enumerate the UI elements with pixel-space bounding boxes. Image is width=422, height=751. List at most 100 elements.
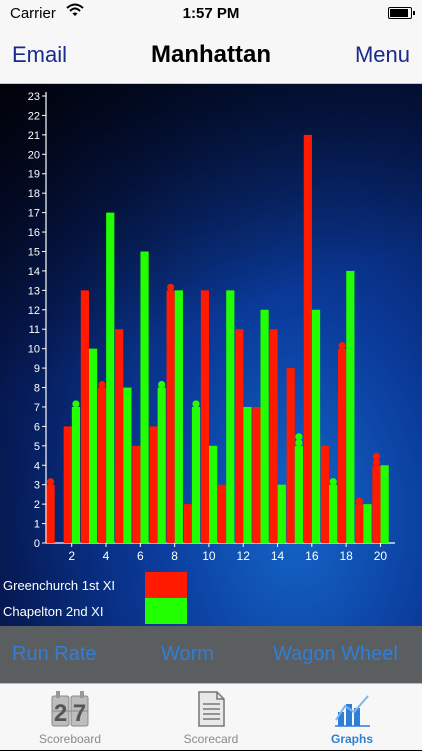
y-tick-label: 8 xyxy=(34,383,40,395)
bar-chapelton xyxy=(191,406,201,543)
tab-scoreboard[interactable]: 2 7 Scoreboard xyxy=(0,684,140,751)
scoreboard-digit-units: 7 xyxy=(73,700,86,727)
navigation-bar: Email Manhattan Menu xyxy=(0,28,422,84)
bar-greenchurch xyxy=(252,406,261,543)
run-rate-button[interactable]: Run Rate xyxy=(12,643,97,665)
bar-chapelton xyxy=(329,484,338,543)
y-tick-label: 10 xyxy=(28,344,40,356)
y-tick-label: 7 xyxy=(34,402,40,414)
y-tick-label: 14 xyxy=(28,266,40,278)
bar-chapelton xyxy=(71,406,81,543)
bar-greenchurch xyxy=(97,387,107,543)
page-title: Manhattan xyxy=(151,41,271,68)
y-tick-label: 21 xyxy=(28,130,40,142)
wicket-marker xyxy=(192,400,200,408)
bar-greenchurch xyxy=(320,445,330,543)
y-tick-label: 11 xyxy=(29,324,40,336)
x-tick-label: 2 xyxy=(68,549,75,563)
bar-greenchurch xyxy=(166,290,175,543)
tab-graphs[interactable]: Graphs xyxy=(282,684,422,751)
tab-scoreboard-label: Scoreboard xyxy=(38,732,102,746)
bar-chapelton xyxy=(106,212,115,543)
bar-greenchurch xyxy=(200,290,210,543)
y-tick-label: 17 xyxy=(28,208,40,220)
y-tick-label: 12 xyxy=(28,305,40,317)
worm-button[interactable]: Worm xyxy=(161,643,214,665)
bar-chapelton xyxy=(346,270,355,543)
wagon-wheel-button[interactable]: Wagon Wheel xyxy=(273,643,398,665)
x-tick-label: 6 xyxy=(137,549,144,563)
bar-chapelton xyxy=(209,445,218,543)
y-tick-label: 15 xyxy=(28,246,40,258)
x-tick-label: 8 xyxy=(171,549,178,563)
bar-greenchurch xyxy=(149,426,158,543)
bar-chapelton xyxy=(363,504,372,543)
tab-bar: 2 7 Scoreboard Scorecard xyxy=(0,683,422,750)
bar-chapelton xyxy=(123,387,132,543)
bar-chapelton xyxy=(243,406,252,543)
wicket-marker xyxy=(98,380,106,389)
manhattan-chart: 0 1 2 3 4 5 6 7 8 9 10 11 12 13 14 15 16 17 18 19 20 21 22 23 2 4… xyxy=(0,84,422,626)
wifi-icon xyxy=(66,3,84,21)
tab-scorecard-label: Scorecard xyxy=(183,732,239,746)
bar-greenchurch xyxy=(338,348,347,543)
bar-greenchurch xyxy=(80,290,89,543)
wicket-marker xyxy=(372,458,381,466)
bar-chapelton xyxy=(89,348,98,543)
wicket-marker xyxy=(158,380,166,389)
bar-greenchurch xyxy=(132,445,141,543)
bar-greenchurch xyxy=(183,504,192,543)
bar-greenchurch xyxy=(218,484,227,543)
y-tick-label: 13 xyxy=(28,285,40,297)
menu-button[interactable]: Menu xyxy=(354,42,410,67)
y-tick-label: 16 xyxy=(28,227,40,239)
scoreboard-digit-tens: 2 xyxy=(54,700,67,727)
tab-scorecard[interactable]: Scorecard xyxy=(141,684,281,751)
legend-item-chapelton: Chapelton 2nd XI xyxy=(0,598,200,624)
email-button[interactable]: Email xyxy=(12,42,68,67)
wicket-marker xyxy=(338,342,346,350)
legend-swatch-red xyxy=(145,572,187,598)
y-tick-label: 1 xyxy=(34,519,40,531)
carrier-label: Carrier xyxy=(10,5,56,22)
bar-chapelton xyxy=(174,290,183,543)
bar-greenchurch xyxy=(355,504,364,543)
bar-greenchurch xyxy=(63,426,72,543)
x-tick-label: 20 xyxy=(374,549,388,563)
legend-label-greenchurch: Greenchurch 1st XI xyxy=(3,578,115,593)
bar-greenchurch xyxy=(235,329,244,543)
legend-swatch-green xyxy=(145,598,187,624)
y-tick-label: 5 xyxy=(34,441,40,453)
legend-item-greenchurch: Greenchurch 1st XI xyxy=(0,572,200,598)
x-tick-label: 16 xyxy=(305,549,319,563)
bar-chapelton xyxy=(277,484,286,543)
x-tick-label: 10 xyxy=(202,549,216,563)
wicket-marker xyxy=(329,478,337,486)
scorecard-icon xyxy=(191,690,231,728)
y-tick-label: 3 xyxy=(34,480,40,492)
y-tick-label: 22 xyxy=(28,110,40,122)
y-tick-label: 19 xyxy=(28,169,40,181)
x-tick-label: 18 xyxy=(339,549,353,563)
wicket-marker xyxy=(72,400,80,408)
y-tick-label: 20 xyxy=(28,149,40,161)
bar-greenchurch xyxy=(46,484,55,543)
x-tick-label: 14 xyxy=(271,549,285,563)
bar-chapelton xyxy=(311,309,321,543)
wicket-marker xyxy=(47,478,55,486)
wicket-marker xyxy=(295,439,303,447)
battery-icon xyxy=(388,7,415,19)
tab-graphs-label: Graphs xyxy=(330,732,373,746)
battery-fill xyxy=(390,9,409,17)
scoreboard-icon: 2 7 xyxy=(50,690,90,728)
wicket-marker xyxy=(372,452,381,460)
bar-greenchurch xyxy=(286,368,295,543)
y-tick-label: 0 xyxy=(34,538,40,550)
y-tick-label: 18 xyxy=(28,188,40,200)
bar-greenchurch xyxy=(372,465,381,543)
bar-greenchurch xyxy=(115,329,124,543)
y-tick-label: 9 xyxy=(34,363,40,375)
bar-chapelton xyxy=(226,290,235,543)
status-time: 1:57 PM xyxy=(182,5,240,22)
graphs-icon xyxy=(332,690,372,728)
